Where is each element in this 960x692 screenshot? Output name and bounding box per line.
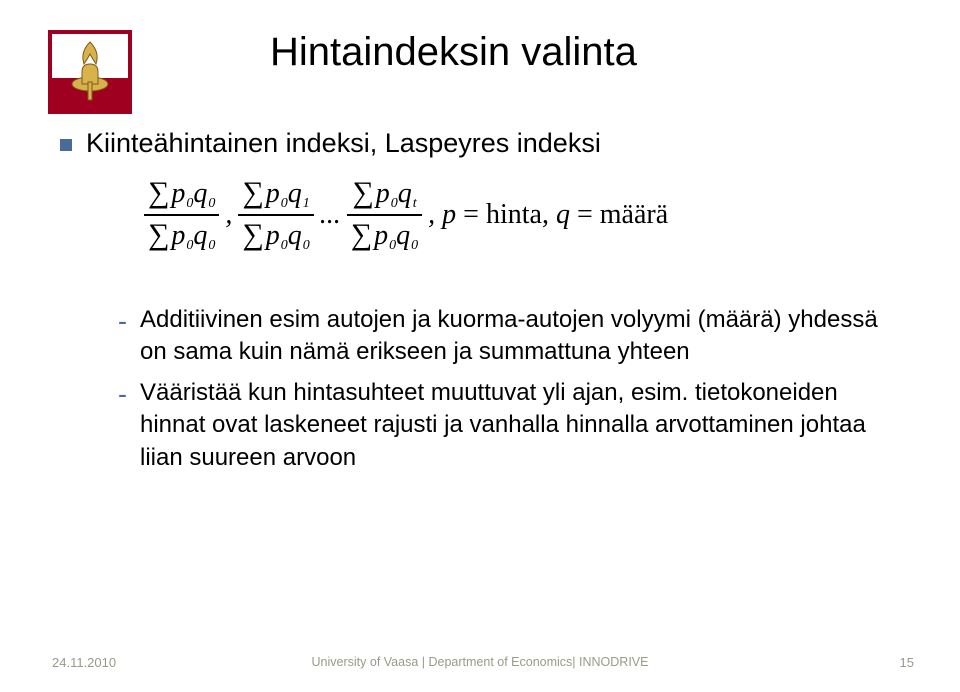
university-logo bbox=[48, 30, 132, 114]
sub-bullet-text: Vääristää kun hintasuhteet muuttuvat yli… bbox=[140, 377, 898, 474]
separator-comma: , bbox=[219, 199, 238, 231]
sub-bullet-item: - Additiivinen esim autojen ja kuorma-au… bbox=[118, 304, 898, 369]
formula: ∑p0q0 ∑p0q0 , ∑p0q1 ∑p0q0 ... ∑p0qt ∑p0q… bbox=[144, 176, 668, 254]
sub-bullet-text: Additiivinen esim autojen ja kuorma-auto… bbox=[140, 304, 898, 369]
slide-title: Hintaindeksin valinta bbox=[270, 30, 637, 75]
fraction-3: ∑p0qt ∑p0q0 bbox=[347, 176, 422, 254]
sub-bullet-list: - Additiivinen esim autojen ja kuorma-au… bbox=[118, 304, 898, 482]
main-bullet: Kiinteähintainen indeksi, Laspeyres inde… bbox=[60, 128, 601, 159]
bullet-square-icon bbox=[60, 139, 72, 151]
fraction-2: ∑p0q1 ∑p0q0 bbox=[238, 176, 313, 254]
bullet-text: Kiinteähintainen indeksi, Laspeyres inde… bbox=[86, 128, 601, 159]
fraction-1: ∑p0q0 ∑p0q0 bbox=[144, 176, 219, 254]
separator-ellipsis: ... bbox=[314, 199, 347, 231]
formula-tail: , p = hinta, q = määrä bbox=[422, 199, 668, 231]
footer-page-number: 15 bbox=[900, 655, 914, 670]
dash-icon: - bbox=[118, 377, 140, 412]
slide: Hintaindeksin valinta Kiinteähintainen i… bbox=[0, 0, 960, 692]
sub-bullet-item: - Vääristää kun hintasuhteet muuttuvat y… bbox=[118, 377, 898, 474]
footer-attribution: University of Vaasa | Department of Econ… bbox=[0, 655, 960, 669]
torch-icon bbox=[52, 34, 128, 110]
dash-icon: - bbox=[118, 304, 140, 339]
